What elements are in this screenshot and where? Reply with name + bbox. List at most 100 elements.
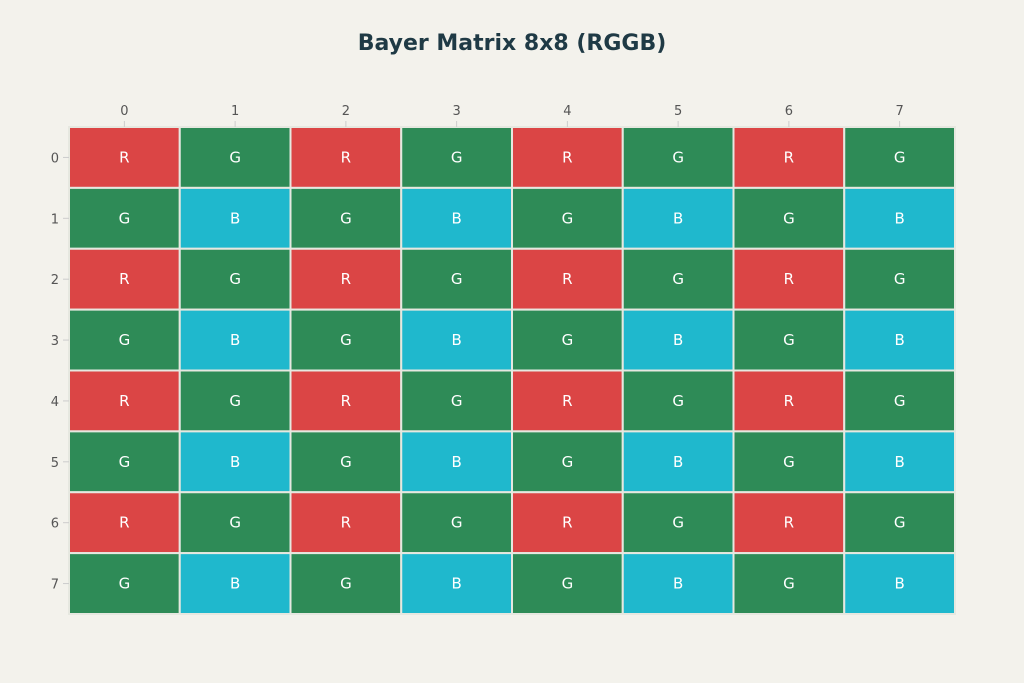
cell-2-6: R bbox=[732, 247, 846, 311]
cell-label: G bbox=[783, 453, 795, 471]
cell-rect bbox=[511, 369, 624, 433]
cell-label: G bbox=[340, 331, 352, 349]
cell-rect bbox=[843, 186, 956, 250]
cell-5-6: G bbox=[732, 430, 846, 494]
cell-1-2: G bbox=[289, 186, 403, 250]
cell-rect bbox=[511, 430, 624, 494]
cell-rect bbox=[621, 186, 735, 250]
cell-5-4: G bbox=[511, 430, 624, 494]
cell-4-5: G bbox=[621, 369, 735, 433]
cell-5-1: B bbox=[178, 430, 292, 494]
cell-label: G bbox=[229, 270, 241, 288]
cell-0-3: G bbox=[400, 126, 513, 189]
cell-rect bbox=[511, 491, 624, 555]
cell-0-2: R bbox=[289, 126, 403, 189]
cell-0-4: R bbox=[511, 126, 624, 189]
cell-label: G bbox=[562, 575, 574, 593]
cell-4-4: R bbox=[511, 369, 624, 433]
cell-label: G bbox=[451, 514, 463, 532]
cell-label: G bbox=[229, 148, 241, 166]
cell-2-2: R bbox=[289, 247, 403, 311]
cell-label: B bbox=[451, 453, 461, 471]
cell-rect bbox=[843, 369, 956, 433]
cell-label: B bbox=[230, 331, 240, 349]
cell-label: R bbox=[119, 270, 129, 288]
cell-6-3: G bbox=[400, 491, 513, 555]
cell-label: B bbox=[230, 575, 240, 593]
cell-rect bbox=[400, 369, 513, 433]
cell-1-5: B bbox=[621, 186, 735, 250]
cell-3-5: B bbox=[621, 308, 735, 372]
cell-rect bbox=[732, 491, 846, 555]
cell-5-0: G bbox=[68, 430, 181, 494]
cell-label: G bbox=[119, 575, 131, 593]
cell-0-7: G bbox=[843, 126, 956, 189]
cell-5-5: B bbox=[621, 430, 735, 494]
cell-label: G bbox=[119, 209, 131, 227]
cell-rect bbox=[289, 308, 403, 372]
cell-label: B bbox=[673, 209, 683, 227]
cell-rect bbox=[621, 552, 735, 615]
cell-label: B bbox=[894, 331, 904, 349]
cell-2-7: G bbox=[843, 247, 956, 311]
cell-rect bbox=[289, 552, 403, 615]
cell-6-5: G bbox=[621, 491, 735, 555]
cell-rect bbox=[621, 430, 735, 494]
cell-label: R bbox=[341, 392, 351, 410]
cell-label: B bbox=[230, 453, 240, 471]
cell-label: B bbox=[894, 575, 904, 593]
cell-4-2: R bbox=[289, 369, 403, 433]
cell-rect bbox=[843, 247, 956, 311]
y-tick-label: 4 bbox=[51, 395, 59, 410]
cell-5-2: G bbox=[289, 430, 403, 494]
y-tick-label: 2 bbox=[51, 273, 59, 288]
cell-label: G bbox=[783, 575, 795, 593]
x-tick-label: 7 bbox=[895, 104, 903, 119]
cell-2-0: R bbox=[68, 247, 181, 311]
cell-rect bbox=[621, 491, 735, 555]
cell-label: G bbox=[340, 575, 352, 593]
cell-label: G bbox=[672, 270, 684, 288]
cell-6-2: R bbox=[289, 491, 403, 555]
cell-4-0: R bbox=[68, 369, 181, 433]
cell-6-0: R bbox=[68, 491, 181, 555]
cell-label: G bbox=[119, 453, 131, 471]
cell-4-1: G bbox=[178, 369, 292, 433]
cell-3-4: G bbox=[511, 308, 624, 372]
x-tick-label: 2 bbox=[342, 104, 350, 119]
x-tick-label: 3 bbox=[452, 104, 460, 119]
cell-label: B bbox=[451, 575, 461, 593]
cell-label: R bbox=[784, 270, 794, 288]
cell-2-3: G bbox=[400, 247, 513, 311]
cell-1-1: B bbox=[178, 186, 292, 250]
cell-label: G bbox=[451, 270, 463, 288]
cell-rect bbox=[511, 247, 624, 311]
y-tick-label: 5 bbox=[51, 456, 59, 471]
cell-6-7: G bbox=[843, 491, 956, 555]
cell-3-2: G bbox=[289, 308, 403, 372]
cell-4-7: G bbox=[843, 369, 956, 433]
cell-4-6: R bbox=[732, 369, 846, 433]
cell-7-1: B bbox=[178, 552, 292, 615]
cell-7-3: B bbox=[400, 552, 513, 615]
cell-rect bbox=[732, 247, 846, 311]
cell-7-7: B bbox=[843, 552, 956, 615]
cell-label: G bbox=[894, 514, 906, 532]
x-tick-label: 5 bbox=[674, 104, 682, 119]
cells-group: R G R G R G R G G B G B G B G B R G R G R G R G G B G B G B G B R G R G R G R G… bbox=[68, 126, 956, 615]
cell-rect bbox=[400, 552, 513, 615]
cell-0-1: G bbox=[178, 126, 292, 189]
cell-rect bbox=[400, 186, 513, 250]
cell-label: G bbox=[562, 331, 574, 349]
cell-5-7: B bbox=[843, 430, 956, 494]
cell-rect bbox=[732, 430, 846, 494]
cell-label: B bbox=[673, 575, 683, 593]
cell-6-1: G bbox=[178, 491, 292, 555]
cell-rect bbox=[178, 430, 292, 494]
cell-label: G bbox=[783, 209, 795, 227]
cell-label: G bbox=[783, 331, 795, 349]
cell-label: R bbox=[784, 392, 794, 410]
cell-label: R bbox=[562, 392, 572, 410]
cell-label: R bbox=[341, 270, 351, 288]
cell-label: R bbox=[341, 148, 351, 166]
